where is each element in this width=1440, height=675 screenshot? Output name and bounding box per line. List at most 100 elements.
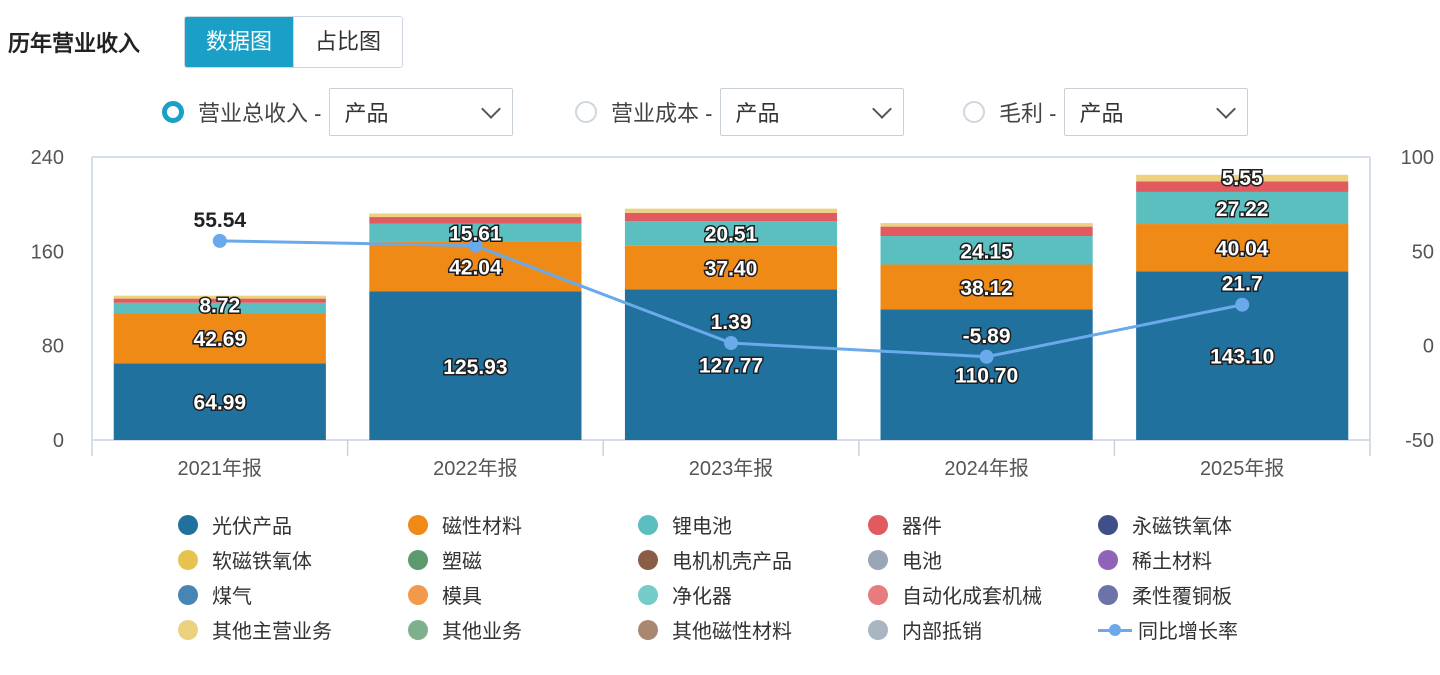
legend-item[interactable]: 光伏产品	[178, 510, 292, 539]
tab-data-chart[interactable]: 数据图	[185, 17, 293, 67]
y-tick-label: 240	[31, 147, 64, 169]
growth-rate-label: 55.54	[194, 209, 247, 232]
legend-color-dot	[408, 584, 428, 605]
legend-item[interactable]: 柔性覆铜板	[1098, 580, 1232, 609]
legend-color-dot	[408, 549, 428, 570]
bar-segment	[113, 363, 326, 440]
y-tick-label: 0	[53, 430, 64, 452]
dropdown-gross-profit-value: 产品	[1079, 101, 1124, 126]
legend-item[interactable]: 电机机壳产品	[638, 545, 792, 574]
bar-value-label: 42.69	[194, 328, 247, 351]
bar-value-label: 64.99	[194, 392, 247, 415]
legend-item[interactable]: 其他业务	[408, 615, 522, 644]
bar-value-label: 40.04	[1216, 238, 1269, 261]
legend-item[interactable]: 其他磁性材料	[638, 615, 792, 644]
growth-rate-label: 1.39	[711, 311, 752, 334]
bar-segment	[113, 302, 326, 314]
bar-segment	[369, 217, 582, 224]
tab-ratio-chart[interactable]: 占比图	[293, 17, 402, 67]
bar-value-label: 27.22	[1216, 198, 1269, 221]
radio-total-revenue[interactable]	[162, 101, 184, 123]
legend-label: 净化器	[672, 586, 732, 608]
bar-value-label: 42.04	[449, 257, 502, 280]
x-tick-label: 2023年报	[689, 457, 774, 480]
y2-tick-label: 50	[1412, 241, 1434, 263]
legend-item[interactable]: 内部抵销	[868, 615, 982, 644]
legend-item[interactable]: 锂电池	[638, 510, 732, 539]
legend-label: 自动化成套机械	[902, 586, 1042, 608]
legend-color-dot	[868, 584, 888, 605]
legend-label: 器件	[902, 516, 942, 538]
legend-item[interactable]: 稀土材料	[1098, 545, 1212, 574]
bar-value-label: 127.77	[699, 355, 763, 378]
legend-color-dot	[638, 584, 658, 605]
bar-value-label: 143.10	[1210, 346, 1274, 369]
bar-value-label: 110.70	[955, 365, 1018, 388]
legend-color-dot	[1098, 584, 1118, 605]
dropdown-total-revenue[interactable]: 产品	[329, 88, 514, 136]
legend-label: 其他主营业务	[212, 621, 332, 643]
legend-color-dot	[178, 514, 198, 535]
dropdown-total-revenue-value: 产品	[344, 101, 389, 126]
growth-rate-label: 21.7	[1222, 273, 1263, 296]
growth-rate-point	[1235, 297, 1250, 312]
legend-color-dot	[408, 514, 428, 535]
radio-operating-cost[interactable]	[575, 101, 597, 123]
bar-segment	[624, 289, 838, 440]
dropdown-gross-profit[interactable]: 产品	[1064, 88, 1249, 136]
legend-label: 内部抵销	[902, 621, 982, 643]
bar-segment	[880, 309, 1093, 440]
page-title: 历年营业收入	[8, 31, 141, 56]
bar-segment	[1136, 191, 1349, 225]
bar-value-label: 20.51	[705, 223, 758, 246]
legend-label: 磁性材料	[442, 516, 522, 538]
legend-item[interactable]: 电池	[868, 545, 942, 574]
legend-item[interactable]: 器件	[868, 510, 942, 539]
legend-item[interactable]: 自动化成套机械	[868, 580, 1042, 609]
bar-segment	[624, 212, 838, 222]
legend-item[interactable]: 磁性材料	[408, 510, 522, 539]
bar-segment	[369, 223, 582, 242]
legend-item[interactable]: 软磁铁氧体	[178, 545, 312, 574]
legend-label: 光伏产品	[212, 516, 292, 538]
y2-tick-label: 0	[1423, 336, 1434, 358]
legend-item[interactable]: 煤气	[178, 580, 252, 609]
legend-item[interactable]: 其他主营业务	[178, 615, 332, 644]
legend-label: 电机机壳产品	[672, 551, 792, 573]
legend-item[interactable]: 净化器	[638, 580, 732, 609]
selector-gross-profit: 毛利 - 产品	[963, 88, 1249, 136]
bar-value-label: 37.40	[705, 257, 758, 280]
legend-label: 其他业务	[442, 621, 522, 643]
legend-label: 稀土材料	[1132, 551, 1212, 573]
bar-segment	[113, 295, 326, 299]
radio-gross-profit[interactable]	[963, 101, 985, 123]
y2-tick-label: -50	[1405, 430, 1434, 452]
bar-segment	[1136, 181, 1349, 192]
bar-value-label: 8.72	[199, 295, 240, 318]
legend-color-dot	[1098, 549, 1118, 570]
x-tick-label: 2025年报	[1200, 457, 1285, 480]
x-tick-label: 2024年报	[944, 457, 1029, 480]
legend-item[interactable]: 同比增长率	[1098, 615, 1238, 644]
legend-color-dot	[1098, 514, 1118, 535]
legend-color-dot	[868, 619, 888, 640]
legend-color-dot	[868, 514, 888, 535]
view-tabs: 数据图 占比图	[184, 16, 403, 68]
legend-label: 其他磁性材料	[672, 621, 792, 643]
bar-segment	[624, 208, 838, 213]
label-gross-profit: 毛利 -	[999, 101, 1057, 126]
y-tick-label: 160	[31, 241, 64, 263]
legend-color-dot	[868, 549, 888, 570]
growth-rate-point	[468, 238, 483, 253]
dropdown-operating-cost[interactable]: 产品	[720, 88, 905, 136]
legend-item[interactable]: 模具	[408, 580, 482, 609]
legend-label: 软磁铁氧体	[212, 551, 312, 573]
bar-segment	[880, 223, 1093, 227]
legend-label: 永磁铁氧体	[1132, 516, 1232, 538]
bar-segment	[1136, 174, 1349, 182]
bar-value-label: 15.61	[449, 223, 502, 246]
legend-item[interactable]: 永磁铁氧体	[1098, 510, 1232, 539]
legend-item[interactable]: 塑磁	[408, 545, 482, 574]
bar-value-label: 38.12	[960, 277, 1013, 300]
revenue-chart: 0 80 160 240 -50 0 50 100 2021年报 2022年报 2023年报 2024…	[31, 147, 1434, 480]
